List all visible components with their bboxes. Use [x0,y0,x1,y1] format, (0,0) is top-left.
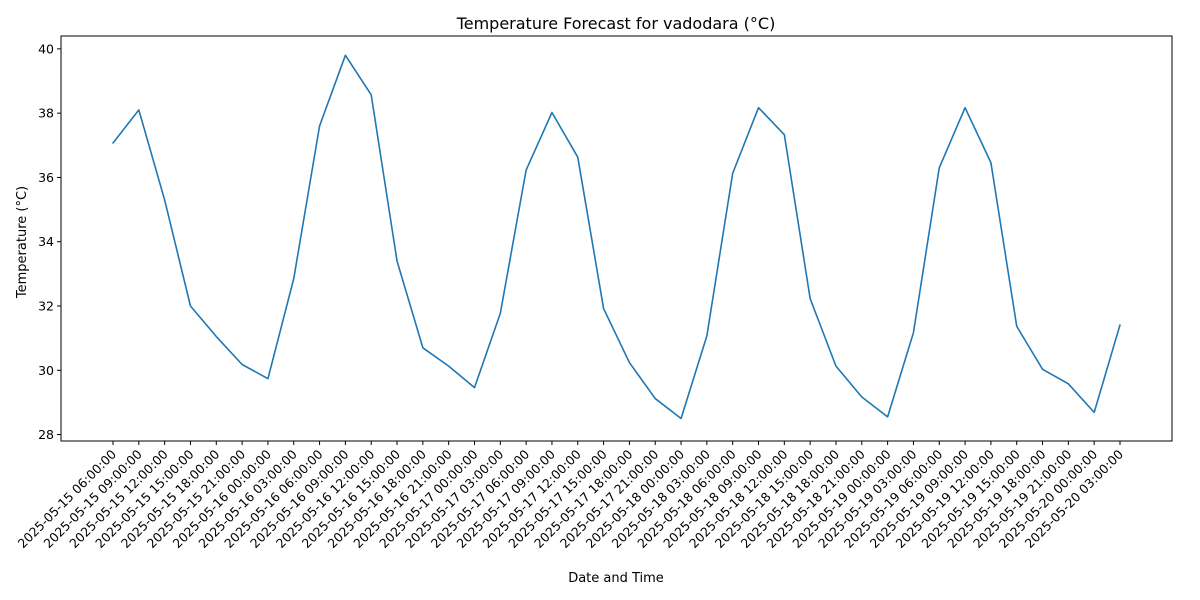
y-tick-label: 30 [38,363,54,378]
y-tick-label: 40 [38,41,54,56]
y-tick-label: 34 [38,234,54,249]
x-axis-label: Date and Time [568,571,664,586]
y-tick-label: 38 [38,106,54,121]
y-axis: 28 30 32 34 36 38 40 [38,41,61,442]
y-axis-label: Temperature (°C) [15,186,30,299]
y-tick-label: 32 [38,299,54,314]
plot-area [112,54,1121,420]
temperature-series-line [112,54,1121,420]
y-tick-label: 28 [38,427,54,442]
y-tick-label: 36 [38,170,54,185]
chart-title: Temperature Forecast for vadodara (°C) [456,14,776,33]
plot-frame [60,35,1173,442]
